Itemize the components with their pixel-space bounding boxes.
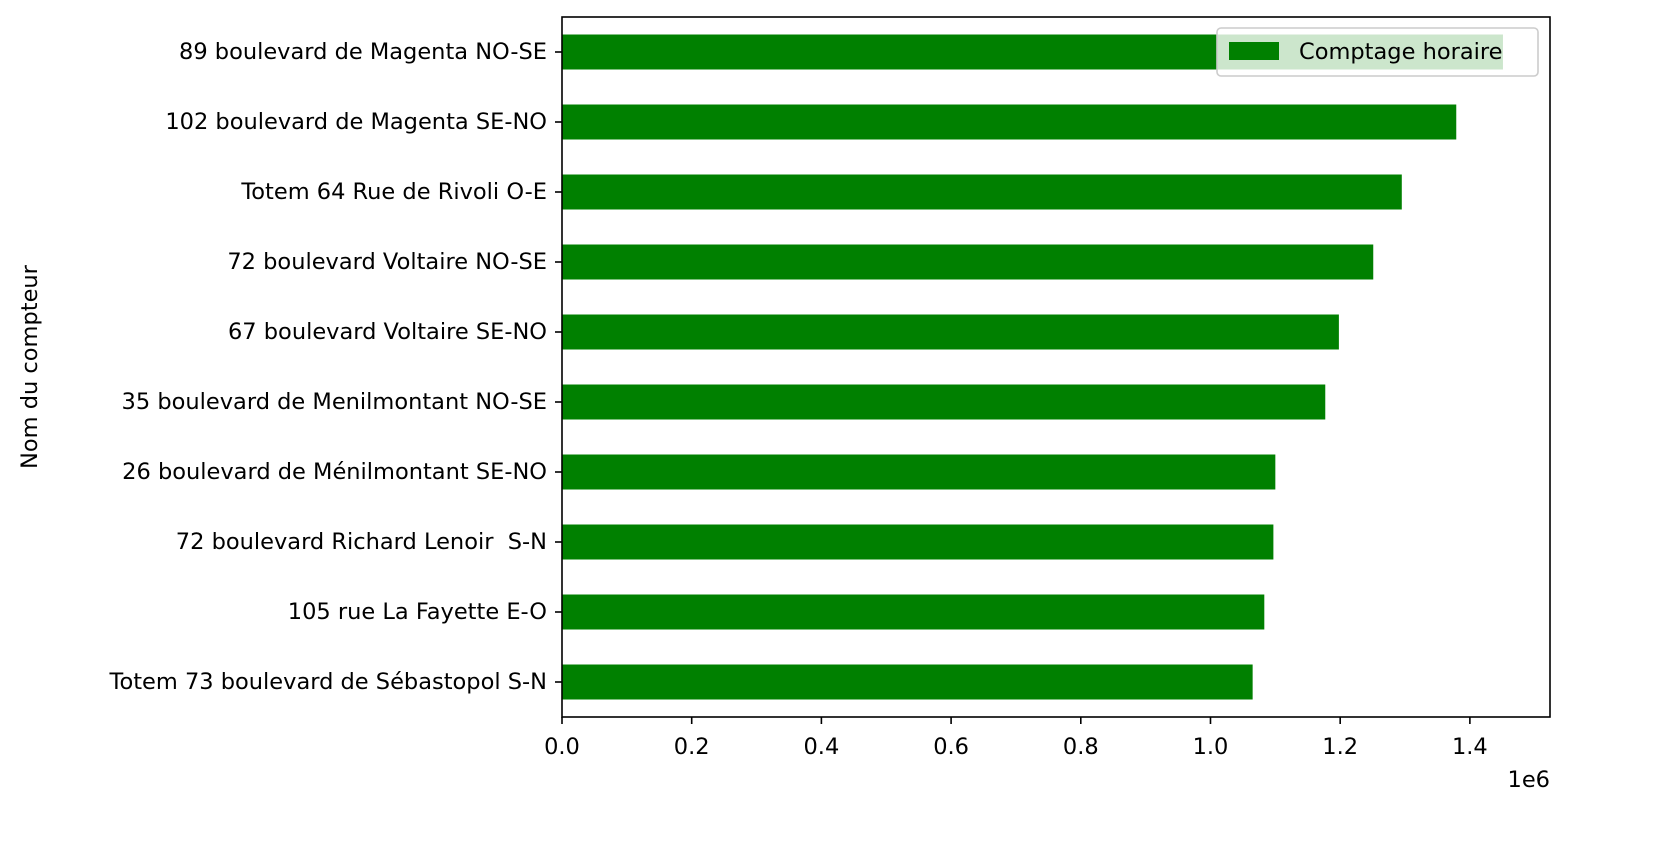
bar [562,524,1274,560]
x-tick-label: 0.4 [803,734,839,760]
y-tick-label: 35 boulevard de Menilmontant NO-SE [122,389,547,415]
y-tick-label: Totem 64 Rue de Rivoli O-E [240,179,547,205]
y-tick-label: 72 boulevard Voltaire NO-SE [227,249,547,275]
y-tick-label: 105 rue La Fayette E-O [288,599,547,625]
bar [562,174,1402,210]
x-tick-label: 0.2 [674,734,710,760]
y-tick-label: 67 boulevard Voltaire SE-NO [228,319,547,345]
y-axis-label: Nom du compteur [17,264,43,469]
bar [562,664,1253,700]
bar [562,454,1276,490]
x-axis-offset-text: 1e6 [1508,767,1550,793]
x-tick-label: 1.4 [1452,734,1488,760]
y-tick-label: 26 boulevard de Ménilmontant SE-NO [122,459,547,485]
legend-label: Comptage horaire [1299,39,1502,65]
bar [562,314,1339,350]
x-tick-label: 0.0 [544,734,580,760]
bar [562,104,1457,140]
y-tick-label: 89 boulevard de Magenta NO-SE [179,39,547,65]
plot-frame [561,16,1551,718]
y-tick-label: 72 boulevard Richard Lenoir S-N [176,529,547,555]
legend-swatch [1229,42,1279,60]
x-tick-label: 0.8 [1063,734,1099,760]
y-tick-label: Totem 73 boulevard de Sébastopol S-N [109,669,547,695]
x-tick-label: 0.6 [933,734,969,760]
bar [562,384,1326,420]
bar [562,244,1374,280]
y-tick-label: 102 boulevard de Magenta SE-NO [165,109,547,135]
y-axis-ticks: 89 boulevard de Magenta NO-SE 102 bouleva… [109,39,562,695]
x-tick-label: 1.2 [1322,734,1358,760]
x-tick-label: 1.0 [1193,734,1229,760]
legend: Comptage horaire [1216,27,1539,77]
legend-box [1216,27,1539,77]
x-axis-ticks: 0.0 0.2 0.4 0.6 0.8 1.0 1.2 1.4 [544,717,1488,760]
bar [562,594,1265,630]
